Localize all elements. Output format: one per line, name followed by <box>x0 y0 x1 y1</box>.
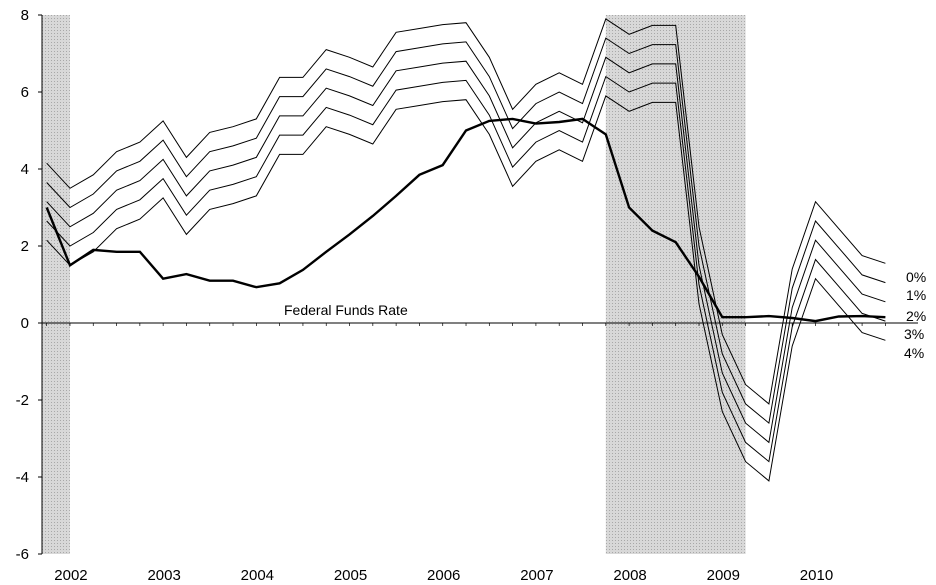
series-line-federal-funds-rate <box>45 117 886 323</box>
rule-label-4: 4% <box>904 345 924 361</box>
rule-label-3: 3% <box>904 326 924 342</box>
series-line-rule-3 <box>46 75 886 463</box>
y-tick-label: 8 <box>21 7 29 24</box>
x-tick-label: 2002 <box>54 567 87 584</box>
x-tick-label: 2005 <box>334 567 367 584</box>
y-tick-label: -2 <box>16 392 29 409</box>
y-tick-label: 0 <box>21 315 29 332</box>
x-tick-label: 2009 <box>707 567 740 584</box>
recession-band-1 <box>42 15 70 554</box>
series-line-rule-1 <box>46 37 886 425</box>
series-line-rule-2 <box>46 56 886 444</box>
recession-band-2 <box>605 15 746 554</box>
x-tick-label: 2008 <box>613 567 646 584</box>
x-tick-label: 2010 <box>800 567 833 584</box>
series-labels: Federal Funds Rate 0% 1% 2% 3% 4% <box>284 269 926 361</box>
series-lines <box>45 18 886 482</box>
x-tick-label: 2006 <box>427 567 460 584</box>
federal-funds-rate-label: Federal Funds Rate <box>284 302 408 318</box>
x-tick-label: 2003 <box>147 567 180 584</box>
rule-label-0: 0% <box>906 269 926 285</box>
rule-label-1: 1% <box>906 287 926 303</box>
recession-shading <box>42 15 746 554</box>
y-tick-label: -6 <box>16 546 29 563</box>
x-tick-label: 2004 <box>241 567 274 584</box>
rule-label-2: 2% <box>906 308 926 324</box>
y-tick-label: 6 <box>21 84 29 101</box>
series-line-rule-0 <box>46 18 886 405</box>
x-tick-label: 2007 <box>520 567 553 584</box>
y-tick-label: 4 <box>21 161 29 178</box>
y-tick-label: -4 <box>16 469 29 486</box>
axes: -6 -4 -2 0 2 4 6 8 2002 2003 2004 2005 2006 2007 2008 2… <box>16 7 918 584</box>
y-tick-label: 2 <box>21 238 29 255</box>
series-line-rule-4 <box>46 95 886 482</box>
